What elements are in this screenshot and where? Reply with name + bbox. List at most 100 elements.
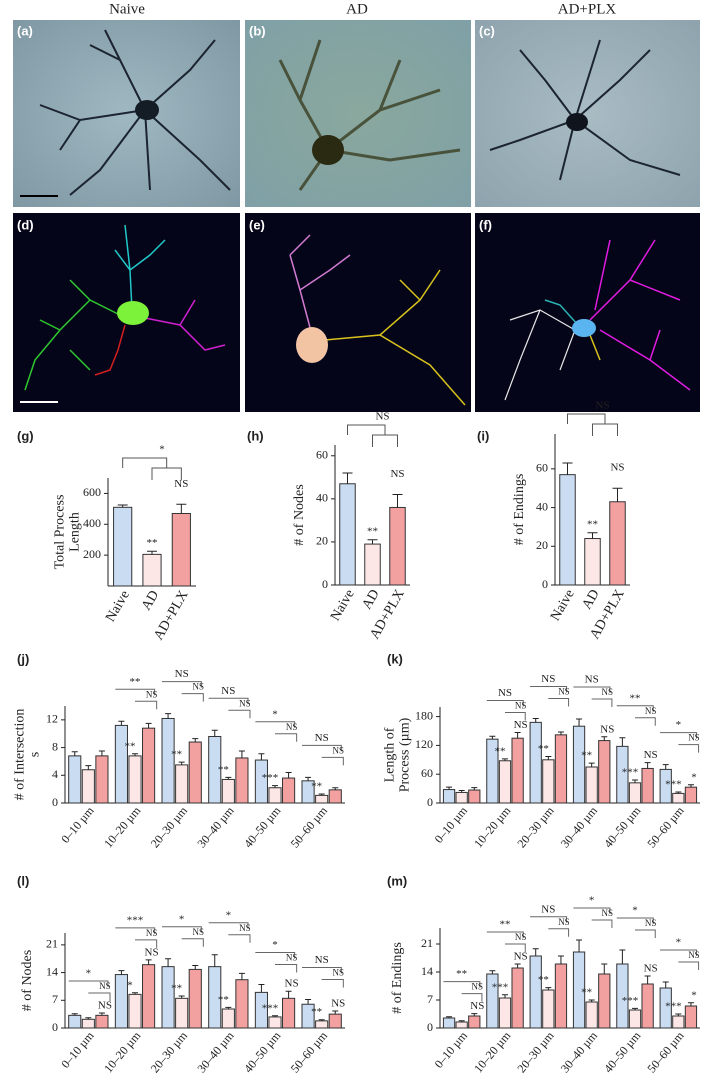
micrograph-ad-plx [475, 20, 700, 207]
panel-label: (k) [387, 651, 403, 666]
error-bar [576, 718, 583, 727]
bar [389, 506, 406, 586]
bar [498, 760, 512, 804]
bar [81, 769, 95, 804]
bar [328, 789, 342, 804]
x-tick-label: 50–60 µm [288, 1028, 331, 1075]
bar [598, 973, 611, 1029]
error-bar [192, 964, 199, 970]
significance-label: ** [630, 692, 641, 704]
error-bar [272, 785, 278, 788]
significance-label: NS [602, 687, 614, 697]
error-bar [225, 776, 232, 780]
error-bar [285, 772, 292, 779]
significance-label: NS [390, 468, 404, 480]
x-tick-label: 30–40 µm [558, 803, 601, 850]
x-tick-label: 20–30 µm [148, 803, 191, 850]
error-bar [176, 503, 187, 514]
x-tick-label: 20–30 µm [148, 1028, 191, 1075]
y-tick-label: 21 [46, 937, 58, 951]
bar [585, 766, 598, 804]
micrograph-ad [245, 20, 471, 207]
error-bar [85, 765, 92, 770]
y-tick-label: 60 [536, 461, 548, 475]
bar [684, 786, 698, 804]
bar [598, 740, 611, 804]
x-tick-label: 30–40 µm [194, 1028, 237, 1075]
panel-label: (m) [387, 873, 407, 888]
bar [282, 777, 296, 804]
error-bar [145, 722, 152, 729]
bar [641, 983, 654, 1029]
error-bar [367, 539, 378, 545]
bar [315, 794, 329, 804]
significance-label: * [632, 905, 638, 917]
bar [559, 474, 576, 586]
significance-label: ** [500, 919, 511, 931]
bar [142, 553, 162, 587]
error-bar [147, 550, 157, 555]
error-bar [471, 1013, 478, 1016]
x-tick-label: 0–10 µm [58, 803, 97, 846]
error-bar [562, 462, 573, 475]
y-tick-label: 60 [421, 766, 433, 780]
bar [221, 1008, 235, 1029]
significance-label: NS [375, 411, 389, 423]
significance-bracket [486, 931, 526, 952]
significance-label: NS [541, 673, 555, 685]
x-tick-label: Naive [328, 587, 358, 623]
bar [554, 734, 568, 804]
significance-bracket [567, 413, 618, 436]
significance-label: ** [171, 749, 182, 761]
y-tick-label: 4 [52, 767, 58, 781]
bar [81, 1018, 95, 1029]
bar [511, 967, 524, 1029]
error-bar [71, 1013, 78, 1016]
y-tick-label: 120 [415, 737, 433, 751]
significance-label: *** [127, 914, 144, 926]
y-tick-label: 0 [542, 577, 548, 591]
x-tick-label: 40–50 µm [241, 1028, 284, 1075]
significance-label: * [272, 939, 278, 951]
x-tick-label: AD [580, 587, 603, 612]
error-bar [305, 999, 312, 1005]
bar [128, 993, 142, 1029]
error-bar [687, 784, 694, 788]
x-tick-label: 0–10 µm [432, 803, 471, 846]
bar [114, 724, 128, 804]
x-tick-label: 30–40 µm [194, 803, 237, 850]
error-bar [675, 791, 682, 794]
significance-label: NS [558, 917, 570, 927]
significance-label: NS [146, 928, 158, 938]
bar [188, 741, 202, 804]
bar [113, 506, 133, 587]
error-bar [211, 729, 218, 737]
panel-label: (j) [17, 651, 29, 666]
panel-label: (b) [249, 23, 266, 38]
error-bar [471, 787, 478, 791]
significance-label: * [676, 719, 682, 731]
bar [672, 792, 685, 804]
error-bar [601, 963, 608, 974]
y-tick-label: 180 [415, 708, 433, 722]
bar [339, 483, 356, 586]
significance-bracket [486, 699, 526, 721]
bar [584, 538, 601, 586]
y-tick-label: 21 [421, 936, 433, 950]
significance-label: NS [688, 733, 700, 743]
error-bar [576, 939, 583, 952]
x-tick-label: 40–50 µm [241, 803, 284, 850]
significance-bracket [660, 949, 700, 970]
significance-bracket [443, 981, 483, 1002]
y-tick-label: 60 [316, 448, 328, 462]
bar [542, 759, 555, 804]
significance-label: * [159, 444, 165, 456]
y-tick-label: 0 [52, 795, 58, 809]
y-tick-label: 8 [52, 739, 58, 753]
x-tick-label: 50–60 µm [644, 1028, 687, 1075]
error-bar [332, 787, 339, 790]
significance-label: NS [541, 903, 555, 915]
significance-label: * [589, 895, 595, 907]
bar [585, 1001, 598, 1029]
significance-label: ** [456, 968, 467, 980]
